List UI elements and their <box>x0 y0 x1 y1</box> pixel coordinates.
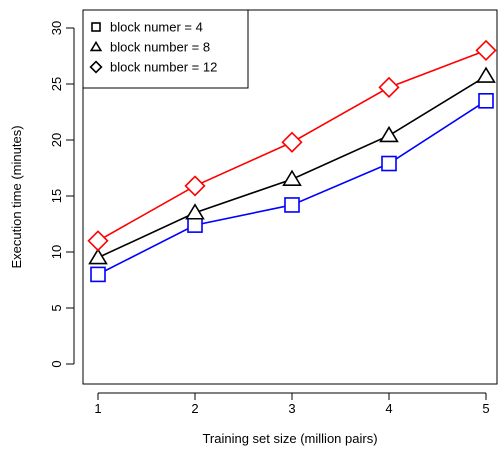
legend-label: block number = 12 <box>110 60 217 75</box>
legend-square-icon <box>91 22 101 32</box>
data-point-square <box>284 197 300 213</box>
data-point-triangle <box>88 247 108 265</box>
y-tick-label: 10 <box>49 245 64 259</box>
x-axis: 1 2 3 4 5 <box>94 392 490 416</box>
x-tick-label: 4 <box>385 401 392 416</box>
x-tick-label: 1 <box>94 401 101 416</box>
legend: block numer = 4 block number = 8 block num… <box>82 9 249 89</box>
series-layer <box>87 39 497 283</box>
y-tick-label: 5 <box>49 304 64 311</box>
data-point-triangle <box>379 125 399 143</box>
y-tick-label: 0 <box>49 360 64 367</box>
data-point-diamond <box>378 76 400 98</box>
data-point-square <box>381 155 397 172</box>
y-tick-label: 15 <box>49 189 64 203</box>
data-point-square <box>478 93 494 109</box>
x-axis-title: Training set size (million pairs) <box>202 431 377 446</box>
data-point-square <box>90 266 106 283</box>
data-point-diamond <box>184 175 206 197</box>
data-point-square <box>187 217 203 233</box>
data-point-triangle <box>282 169 302 186</box>
legend-label: block numer = 4 <box>110 20 203 35</box>
y-axis: 0 5 10 15 20 25 30 <box>49 21 75 368</box>
plot-area-box <box>82 9 498 385</box>
legend-box <box>82 9 249 89</box>
series-2 <box>88 66 496 265</box>
data-point-triangle <box>476 66 496 83</box>
x-tick-label: 3 <box>288 401 295 416</box>
series-line <box>97 75 487 259</box>
x-tick-label: 5 <box>482 401 489 416</box>
y-tick-label: 30 <box>49 21 64 35</box>
x-tick-label: 2 <box>191 401 198 416</box>
legend-diamond-icon <box>89 60 103 74</box>
legend-triangle-icon <box>89 40 103 52</box>
data-point-diamond <box>87 230 109 252</box>
legend-label: block number = 8 <box>110 40 210 55</box>
series-3 <box>87 39 497 252</box>
data-point-diamond <box>281 131 303 153</box>
y-tick-label: 25 <box>49 77 64 91</box>
series-1 <box>90 93 494 283</box>
y-tick-label: 20 <box>49 133 64 147</box>
data-point-diamond <box>475 39 497 61</box>
series-line <box>97 100 487 276</box>
data-point-triangle <box>185 203 205 220</box>
y-axis-title: Execution time (minutes) <box>9 125 24 268</box>
